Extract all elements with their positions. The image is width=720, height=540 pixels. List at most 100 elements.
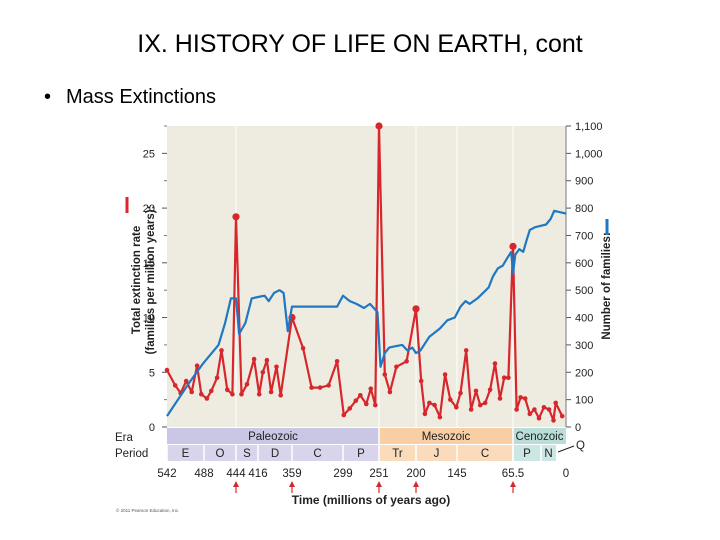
- x-tick-label: 542: [157, 468, 176, 480]
- bullet-marker: •: [44, 86, 52, 108]
- extinction-rate-point: [437, 414, 443, 420]
- extinction-rate-point: [244, 382, 250, 387]
- extinction-rate-point: [473, 388, 479, 394]
- period-band: [292, 445, 343, 461]
- extinction-rate-point: [532, 407, 537, 412]
- quaternary-label: Q: [576, 440, 585, 452]
- period-band: [204, 445, 236, 461]
- era-band: [167, 428, 379, 444]
- x-tick-label: 299: [333, 468, 352, 480]
- extinction-rate-point: [506, 375, 511, 381]
- extinction-rate-point: [546, 407, 552, 412]
- extinction-rate-point: [509, 242, 517, 250]
- extinction-rate-point: [317, 385, 323, 390]
- x-tick-label: 444: [226, 468, 246, 480]
- x-tick-label: 200: [406, 468, 425, 480]
- period-label: C: [481, 448, 489, 460]
- extinction-rate-point: [518, 395, 523, 400]
- extinction-rate-point: [341, 412, 347, 418]
- period-band: [258, 445, 292, 461]
- extinction-rate-point: [514, 407, 519, 412]
- extinction-rate-point: [463, 348, 469, 353]
- extinction-rate-point: [251, 356, 257, 362]
- extinction-arrow-head: [233, 481, 239, 487]
- extinction-rate-point: [394, 364, 399, 370]
- x-tick-label: 65.5: [502, 468, 524, 480]
- y-right-tick-label: 100: [575, 395, 593, 407]
- extinction-rate-point: [477, 402, 483, 408]
- y-left-tick-label: 25: [143, 148, 155, 160]
- period-label: Tr: [392, 448, 403, 460]
- extinction-rate-point: [432, 402, 437, 408]
- extinction-rate-point: [497, 396, 503, 401]
- quaternary-pointer: [557, 445, 575, 453]
- extinction-rate-point: [183, 378, 189, 384]
- extinction-rate-point: [375, 122, 383, 130]
- extinction-arrow-head: [289, 481, 295, 487]
- period-label: E: [182, 448, 190, 460]
- extinction-rate-point: [239, 391, 244, 397]
- extinction-rate-point: [412, 305, 420, 313]
- extinction-rate-point: [194, 363, 200, 369]
- extinction-rate-point: [278, 393, 284, 398]
- x-tick-label: 416: [248, 468, 267, 480]
- period-band: [541, 445, 556, 461]
- extinction-rate-point: [448, 397, 453, 402]
- y-left-axis-title: Total extinction rate (families per milli…: [131, 206, 157, 355]
- extinction-rate-point: [418, 378, 424, 384]
- era-label: Paleozoic: [248, 431, 298, 443]
- period-band: [236, 445, 258, 461]
- y-left-tick-label: 10: [143, 313, 155, 325]
- family-count-line: [166, 209, 567, 417]
- extinction-rate-point: [358, 393, 363, 398]
- y-left-tick-label: 20: [143, 203, 155, 215]
- extinction-rate-point: [225, 387, 230, 393]
- extinction-rate-point: [204, 396, 210, 401]
- extinction-arrow-head: [510, 481, 516, 487]
- extinction-rate-point: [260, 370, 266, 375]
- y-right-tick-label: 700: [575, 230, 593, 242]
- y-right-tick-label: 200: [575, 367, 593, 379]
- extinction-rate-point: [492, 361, 498, 366]
- extinction-rate-point: [527, 411, 533, 417]
- extinction-rate-point: [172, 383, 178, 388]
- period-label: J: [434, 448, 440, 460]
- extinction-rate-point: [468, 407, 474, 412]
- slide-title: IX. HISTORY OF LIFE ON EARTH, cont: [137, 30, 583, 58]
- y-left-tick-label: 0: [149, 422, 155, 434]
- period-band: [457, 445, 513, 461]
- extinction-rate-point: [482, 400, 488, 406]
- y-right-tick-label: 600: [575, 258, 593, 270]
- extinction-rate-point: [214, 375, 220, 381]
- bullet-text: Mass Extinctions: [66, 86, 217, 108]
- x-tick-label: 145: [447, 468, 466, 480]
- extinction-rate-point: [553, 400, 558, 406]
- extinction-rate-point: [164, 367, 170, 373]
- period-label: C: [313, 448, 321, 460]
- extinction-rate-point: [230, 391, 235, 397]
- copyright-credit: © 2011 Pearson Education, Inc.: [116, 507, 179, 513]
- period-band: [167, 445, 204, 461]
- extinction-rate-point: [232, 213, 240, 221]
- x-tick-label: 359: [282, 468, 301, 480]
- y-right-tick-label: 800: [575, 203, 593, 215]
- extinction-rate-point: [541, 405, 547, 410]
- extinction-rate-point: [382, 372, 388, 377]
- period-label: O: [216, 448, 225, 460]
- y-right-axis-title: Number of families:: [601, 232, 613, 339]
- y-right-tick-label: 1,100: [575, 121, 603, 133]
- extinction-rate-point: [442, 372, 448, 377]
- extinction-rate-point: [422, 411, 428, 417]
- extinction-rate-point: [309, 385, 314, 390]
- era-row-label: Era: [115, 432, 134, 444]
- period-band: [416, 445, 457, 461]
- extinction-rate-point: [219, 348, 224, 353]
- y-right-tick-label: 400: [575, 313, 593, 325]
- extinction-rate-point: [364, 401, 369, 407]
- extinction-rate-point: [256, 391, 262, 397]
- period-label: S: [243, 448, 251, 460]
- era-label: Cenozoic: [516, 431, 564, 443]
- extinction-rate-point: [387, 389, 393, 395]
- y-right-tick-label: 0: [575, 422, 581, 434]
- y-left-axis-title-line2: (families per million years):: [145, 206, 157, 355]
